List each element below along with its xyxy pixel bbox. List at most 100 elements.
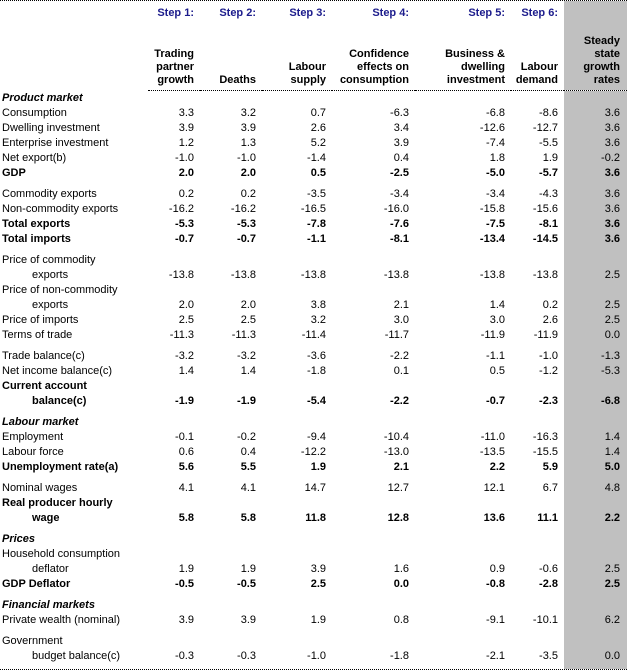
value-cell: 3.9 xyxy=(240,122,256,134)
table-row: Net export(b) -1.0 -1.0 -1.4 0.4 1.8 1.9 -0.2 xyxy=(0,151,627,166)
column-header-steady-state: Steady state growth rates xyxy=(564,25,627,91)
value-cell: 3.2 xyxy=(310,314,326,326)
table-row: Labour force 0.6 0.4 -12.2 -13.0 -13.5 -15.5 1.… xyxy=(0,445,627,460)
value-cell: 5.9 xyxy=(542,461,558,473)
value-cell xyxy=(262,532,332,547)
value-cell xyxy=(511,598,564,613)
steady-state-cell xyxy=(564,598,627,613)
value-cell: -3.2 xyxy=(175,350,194,362)
value-cell: 0.9 xyxy=(489,563,505,575)
steady-state-cell: 1.4 xyxy=(564,430,627,445)
steady-state-cell: 3.6 xyxy=(564,106,627,121)
value-cell: -11.3 xyxy=(169,329,194,341)
table-row: balance(c) -1.9 -1.9 -5.4 -2.2 -0.7 -2.3 -6.8 xyxy=(0,394,627,409)
value-cell xyxy=(200,91,262,107)
steady-state-cell: 3.6 xyxy=(564,136,627,151)
value-cell: -7.6 xyxy=(390,218,409,230)
table-row: GDP Deflator -0.5 -0.5 2.5 0.0 -0.8 -2.8 2.5 xyxy=(0,577,627,592)
value-cell xyxy=(415,379,511,394)
row-label: Labour force xyxy=(2,446,64,458)
steady-state-cell: 2.5 xyxy=(564,313,627,328)
value-cell: -0.2 xyxy=(237,431,256,443)
value-cell: -15.8 xyxy=(479,203,505,215)
value-cell: -11.9 xyxy=(480,329,505,341)
steady-state-cell: -1.3 xyxy=(564,349,627,364)
value-cell: -1.0 xyxy=(237,152,256,164)
value-cell: -2.3 xyxy=(539,395,558,407)
value-cell: -13.8 xyxy=(479,269,505,281)
steady-state-cell xyxy=(564,475,627,481)
value-cell: -12.2 xyxy=(300,446,326,458)
value-cell: 3.9 xyxy=(240,614,256,626)
steady-state-cell xyxy=(564,634,627,649)
steady-state-cell xyxy=(564,415,627,430)
value-cell: -2.1 xyxy=(486,650,505,662)
value-cell: -15.6 xyxy=(532,203,558,215)
row-label: GDP Deflator xyxy=(2,578,71,590)
value-cell: 3.0 xyxy=(489,314,505,326)
row-label: deflator xyxy=(32,563,69,575)
value-cell: -1.0 xyxy=(175,152,194,164)
table-row: Real producer hourly xyxy=(0,496,627,511)
value-cell xyxy=(148,634,200,649)
spacer-row xyxy=(0,409,627,415)
value-cell xyxy=(262,634,332,649)
value-cell: -1.0 xyxy=(307,650,326,662)
value-cell xyxy=(332,496,415,511)
steady-state-cell: 0.0 xyxy=(564,649,627,664)
row-label: wage xyxy=(32,512,60,524)
spacer-row xyxy=(0,247,627,253)
value-cell: -16.2 xyxy=(230,203,256,215)
value-cell xyxy=(415,283,511,298)
row-label: Current account xyxy=(2,380,87,392)
row-label: Total imports xyxy=(2,233,71,245)
value-cell: 13.6 xyxy=(483,512,505,524)
value-cell: -15.5 xyxy=(532,446,558,458)
value-cell xyxy=(332,91,415,107)
spacer-row xyxy=(0,526,627,532)
value-cell: 3.3 xyxy=(178,107,194,119)
table-row: Enterprise investment 1.2 1.3 5.2 3.9 -7.4 -5.… xyxy=(0,136,627,151)
value-cell: 3.9 xyxy=(310,563,326,575)
value-cell xyxy=(262,664,332,669)
value-cell: -9.4 xyxy=(307,431,326,443)
row-label: Employment xyxy=(2,431,64,443)
value-cell xyxy=(415,598,511,613)
value-cell: 2.0 xyxy=(178,299,194,311)
value-cell xyxy=(262,253,332,268)
value-cell: 1.4 xyxy=(178,365,194,377)
value-cell: 1.4 xyxy=(489,299,505,311)
row-label: Non-commodity exports xyxy=(2,203,119,215)
steady-state-cell: 2.5 xyxy=(564,562,627,577)
value-cell xyxy=(148,496,200,511)
table-row: Current account xyxy=(0,379,627,394)
steady-state-cell: 2.5 xyxy=(564,298,627,313)
steady-state-cell: 3.6 xyxy=(564,202,627,217)
value-cell: -1.8 xyxy=(307,365,326,377)
value-cell xyxy=(332,532,415,547)
table-row: Total exports -5.3 -5.3 -7.8 -7.6 -7.5 -8.1 3.6 xyxy=(0,217,627,232)
row-label: balance(c) xyxy=(32,395,87,407)
value-cell: 2.0 xyxy=(178,167,194,179)
row-label: Government xyxy=(2,635,63,647)
row-label: Trade balance(c) xyxy=(2,350,85,362)
value-cell xyxy=(148,91,200,107)
row-label-header xyxy=(0,25,148,91)
value-cell: 0.4 xyxy=(240,446,256,458)
steady-state-cell: -6.8 xyxy=(564,394,627,409)
step-2-header: Step 2: xyxy=(219,7,256,19)
row-label: Total exports xyxy=(2,218,71,230)
table-row: GDP 2.0 2.0 0.5 -2.5 -5.0 -5.7 3.6 xyxy=(0,166,627,181)
table-row: Terms of trade -11.3 -11.3 -11.4 -11.7 -11.9 -… xyxy=(0,328,627,343)
value-cell xyxy=(415,547,511,562)
value-cell: -0.1 xyxy=(175,431,194,443)
section-label: Prices xyxy=(2,533,36,545)
value-cell: -2.2 xyxy=(390,395,409,407)
value-cell xyxy=(200,598,262,613)
value-cell: 2.6 xyxy=(310,122,326,134)
value-cell: -11.4 xyxy=(301,329,326,341)
value-cell xyxy=(262,283,332,298)
table-row: Commodity exports 0.2 0.2 -3.5 -3.4 -3.4 -4.3 3… xyxy=(0,187,627,202)
section-label: Labour market xyxy=(2,416,79,428)
value-cell: 4.1 xyxy=(178,482,194,494)
